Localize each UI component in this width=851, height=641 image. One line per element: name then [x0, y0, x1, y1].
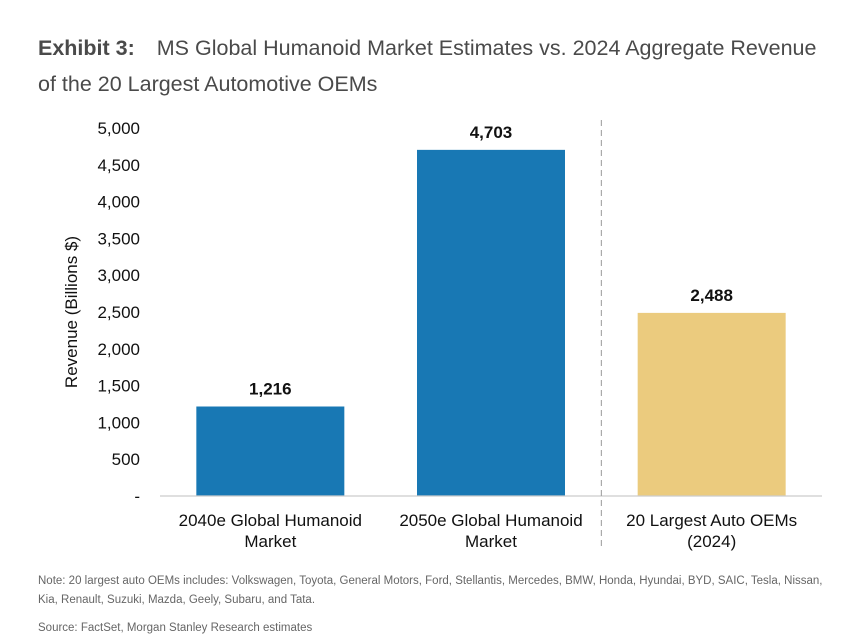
chart-note: Note: 20 largest auto OEMs includes: Vol…: [38, 575, 823, 606]
data-label: 2,488: [690, 286, 733, 305]
y-tick-label: 4,000: [97, 193, 140, 212]
y-tick-label: 3,000: [97, 266, 140, 285]
y-tick-label: 1,500: [97, 377, 140, 396]
bar-chart: - 500 1,000 1,500 2,000 2,500 3,000 3,500 4,000 4…: [62, 119, 822, 551]
x-category-label: (2024): [687, 532, 736, 551]
chart-title: MS Global Humanoid Market Estimates vs. …: [38, 36, 817, 96]
x-category-label: Market: [465, 532, 517, 551]
y-tick-label: 2,000: [97, 340, 140, 359]
y-axis-title: Revenue (Billions $): [62, 236, 81, 388]
data-label: 4,703: [470, 123, 513, 142]
y-tick-label: 500: [112, 450, 140, 469]
exhibit-number: Exhibit 3:: [38, 36, 135, 60]
y-tick-label: 4,500: [97, 156, 140, 175]
y-tick-label: 2,500: [97, 303, 140, 322]
bar: [196, 406, 345, 496]
y-tick-label: -: [134, 487, 140, 506]
y-tick-label: 5,000: [97, 119, 140, 138]
x-category-label: 2040e Global Humanoid: [179, 511, 362, 530]
x-category-label: Market: [244, 532, 296, 551]
bar: [637, 312, 786, 496]
y-tick-label: 1,000: [97, 413, 140, 432]
exhibit-header: Exhibit 3: MS Global Humanoid Market Esti…: [38, 30, 838, 102]
x-category-label: 20 Largest Auto OEMs: [626, 511, 797, 530]
chart-source: Source: FactSet, Morgan Stanley Research…: [38, 622, 313, 634]
x-category-label: 2050e Global Humanoid: [399, 511, 582, 530]
y-tick-label: 3,500: [97, 229, 140, 248]
bar: [417, 149, 565, 497]
data-label: 1,216: [249, 380, 292, 399]
